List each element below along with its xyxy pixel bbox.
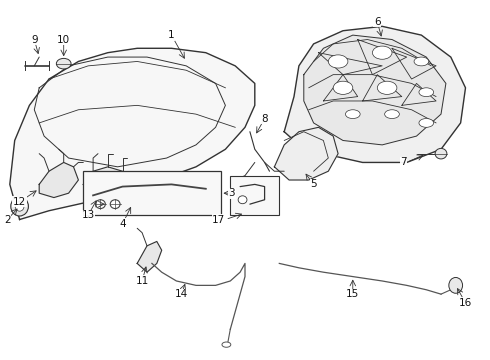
- Text: 13: 13: [81, 210, 95, 220]
- Ellipse shape: [56, 58, 71, 69]
- Text: 3: 3: [228, 188, 235, 198]
- Ellipse shape: [345, 110, 360, 118]
- Ellipse shape: [419, 118, 434, 127]
- Ellipse shape: [328, 55, 348, 68]
- Circle shape: [238, 196, 247, 204]
- Circle shape: [96, 200, 105, 208]
- Text: 4: 4: [119, 219, 126, 229]
- Text: 6: 6: [374, 17, 381, 27]
- Text: 16: 16: [459, 298, 472, 308]
- Text: 11: 11: [135, 276, 149, 286]
- Text: 1: 1: [168, 30, 175, 40]
- Polygon shape: [284, 26, 466, 162]
- Ellipse shape: [222, 342, 231, 347]
- Ellipse shape: [15, 202, 24, 211]
- Bar: [83, 171, 221, 215]
- Ellipse shape: [419, 88, 434, 96]
- Polygon shape: [39, 162, 78, 198]
- Text: 15: 15: [346, 289, 360, 299]
- Text: 9: 9: [31, 35, 38, 45]
- Text: 8: 8: [261, 113, 268, 123]
- Ellipse shape: [377, 81, 397, 94]
- Ellipse shape: [333, 81, 353, 94]
- Ellipse shape: [372, 46, 392, 59]
- Polygon shape: [274, 127, 338, 180]
- Ellipse shape: [385, 110, 399, 118]
- Text: 7: 7: [400, 157, 407, 167]
- Bar: [230, 176, 279, 215]
- Polygon shape: [137, 242, 162, 272]
- Text: 5: 5: [310, 179, 317, 189]
- Text: 10: 10: [57, 35, 70, 45]
- Text: 14: 14: [174, 289, 188, 299]
- Ellipse shape: [414, 57, 429, 66]
- Ellipse shape: [11, 197, 28, 216]
- Text: 17: 17: [212, 215, 225, 225]
- Text: 2: 2: [4, 215, 11, 225]
- Polygon shape: [304, 35, 446, 145]
- Text: 12: 12: [13, 197, 26, 207]
- Ellipse shape: [449, 278, 463, 293]
- Circle shape: [110, 200, 120, 208]
- Polygon shape: [83, 167, 127, 202]
- Ellipse shape: [435, 148, 447, 159]
- Polygon shape: [10, 48, 255, 220]
